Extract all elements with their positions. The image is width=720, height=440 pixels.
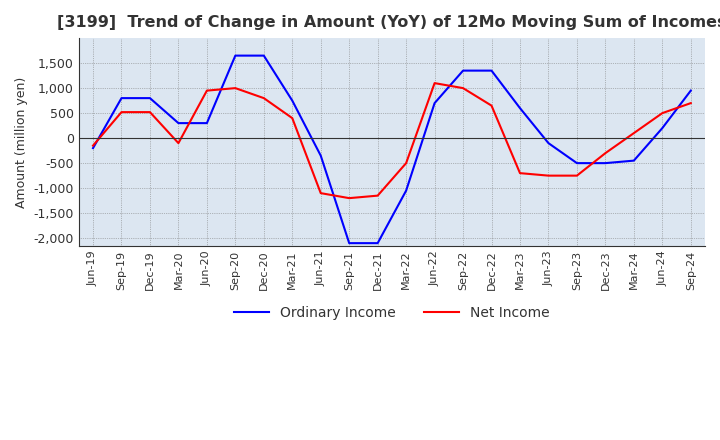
Ordinary Income [658, 125, 667, 131]
Net Income [231, 85, 240, 91]
Ordinary Income [686, 88, 695, 93]
Net Income [544, 173, 553, 178]
Net Income [459, 85, 467, 91]
Ordinary Income [174, 121, 183, 126]
Net Income [629, 131, 638, 136]
Ordinary Income [259, 53, 268, 58]
Net Income [601, 150, 610, 156]
Net Income [288, 115, 297, 121]
Net Income [89, 143, 97, 148]
Net Income [686, 100, 695, 106]
Net Income [259, 95, 268, 101]
Net Income [145, 110, 154, 115]
Ordinary Income [629, 158, 638, 163]
Ordinary Income [402, 188, 410, 193]
Net Income [174, 140, 183, 146]
Legend: Ordinary Income, Net Income: Ordinary Income, Net Income [229, 301, 555, 326]
Ordinary Income [89, 146, 97, 151]
Net Income [117, 110, 126, 115]
Ordinary Income [231, 53, 240, 58]
Ordinary Income [345, 241, 354, 246]
Ordinary Income [316, 153, 325, 158]
Net Income [345, 195, 354, 201]
Net Income [487, 103, 496, 108]
Ordinary Income [374, 241, 382, 246]
Ordinary Income [544, 140, 553, 146]
Net Income [374, 193, 382, 198]
Ordinary Income [202, 121, 211, 126]
Ordinary Income [601, 161, 610, 166]
Ordinary Income [431, 100, 439, 106]
Ordinary Income [117, 95, 126, 101]
Net Income [572, 173, 581, 178]
Ordinary Income [288, 98, 297, 103]
Ordinary Income [459, 68, 467, 73]
Net Income [316, 191, 325, 196]
Net Income [658, 110, 667, 116]
Y-axis label: Amount (million yen): Amount (million yen) [15, 76, 28, 208]
Ordinary Income [572, 161, 581, 166]
Title: [3199]  Trend of Change in Amount (YoY) of 12Mo Moving Sum of Incomes: [3199] Trend of Change in Amount (YoY) o… [57, 15, 720, 30]
Ordinary Income [516, 106, 524, 111]
Ordinary Income [487, 68, 496, 73]
Net Income [402, 161, 410, 166]
Line: Ordinary Income: Ordinary Income [93, 55, 690, 243]
Line: Net Income: Net Income [93, 83, 690, 198]
Net Income [202, 88, 211, 93]
Net Income [431, 81, 439, 86]
Net Income [516, 170, 524, 176]
Ordinary Income [145, 95, 154, 101]
